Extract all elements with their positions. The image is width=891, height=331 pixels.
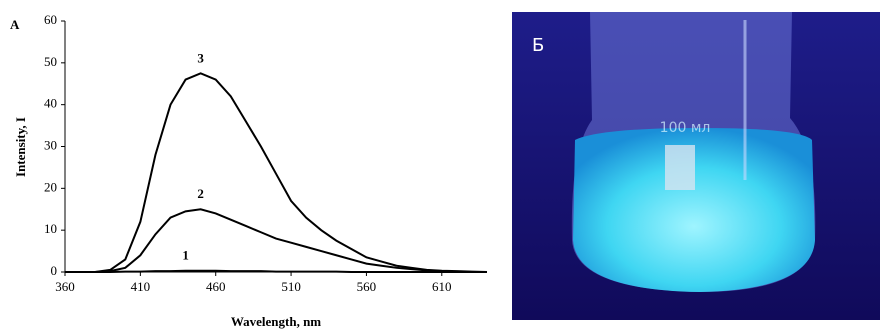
series-label: 2 [197,186,204,201]
series-line [65,269,487,273]
x-tick-label: 460 [206,279,226,294]
y-axis-label: Intensity, I [13,117,28,177]
x-tick-label: 510 [281,279,301,294]
y-tick-label: 40 [44,96,57,111]
panel-label: A [10,17,20,32]
photo: 100 мл Б [512,12,880,320]
y-tick-label: 0 [51,263,58,278]
series-label: 1 [182,248,189,263]
x-axis-label: Wavelength, nm [231,314,321,329]
y-tick-label: 50 [44,54,57,69]
volume-mark: 100 мл [660,120,711,136]
x-tick-label: 610 [432,279,452,294]
y-tick-label: 20 [44,179,57,194]
y-tick-label: 60 [44,12,57,27]
y-tick-label: 30 [44,137,57,152]
series-label: 3 [197,50,204,65]
beaker-label [665,145,695,190]
y-tick-label: 10 [44,221,57,236]
photo-label: Б [532,35,544,56]
series-line [65,72,488,273]
x-tick-label: 410 [131,279,151,294]
x-tick-label: 560 [357,279,377,294]
glowing-liquid [573,128,815,292]
series-line [65,208,487,273]
x-tick-label: 360 [55,279,75,294]
